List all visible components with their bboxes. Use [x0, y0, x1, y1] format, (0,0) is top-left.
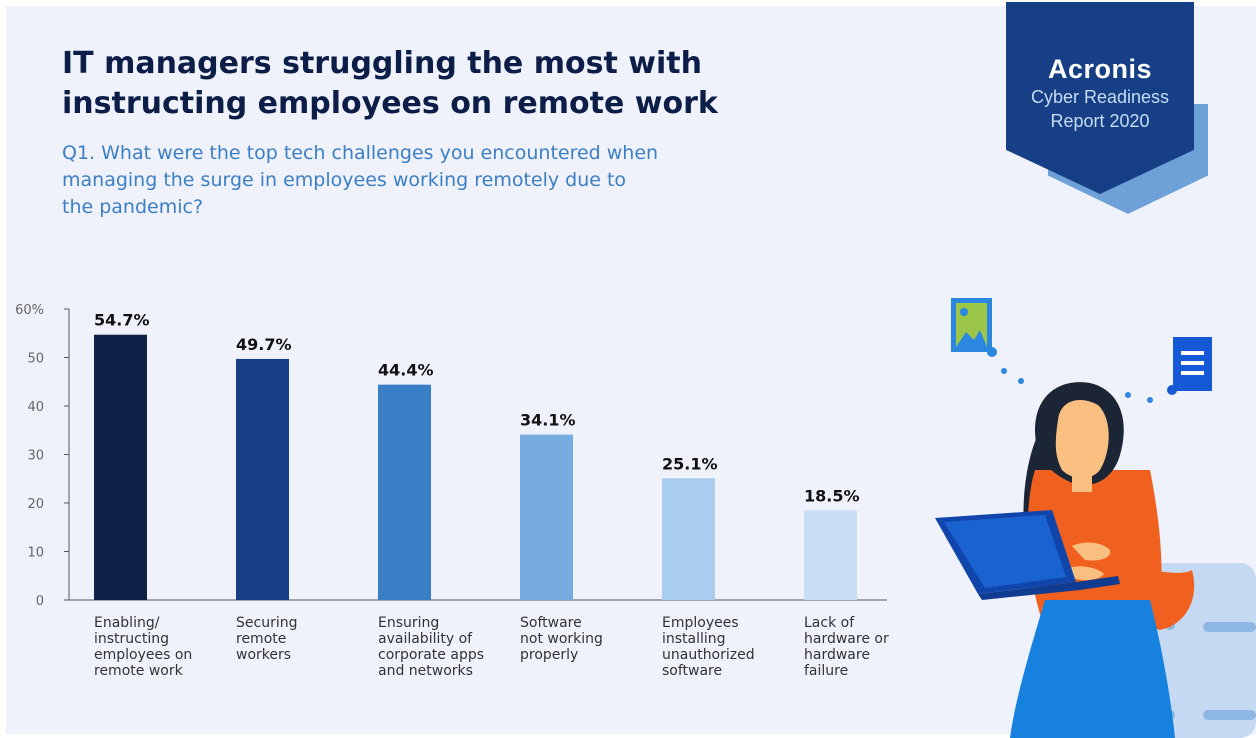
question-subtitle: Q1. What were the top tech challenges yo…	[62, 142, 659, 218]
x-tick-label-line: Employees	[662, 615, 739, 631]
bar	[804, 510, 857, 600]
x-tick-label: Enabling/instructing employees on remote w…	[94, 615, 192, 679]
x-tick-label-line: hardware or	[804, 631, 889, 647]
x-tick-label: Software not working properly	[520, 615, 603, 663]
page-title: IT managers struggling the most with ins…	[62, 46, 718, 121]
x-tick-label-line: not working	[520, 631, 603, 647]
y-tick-label: 30	[27, 449, 44, 464]
bar-value-label: 49.7%	[236, 335, 292, 354]
x-tick-label-line: remote	[236, 631, 286, 647]
x-tick-label-line: installing	[662, 631, 726, 647]
x-tick-label-line: Software	[520, 615, 582, 631]
dot-trail	[1018, 378, 1024, 384]
y-tick-label: 0	[36, 594, 44, 609]
bar-value-label: 54.7%	[94, 311, 150, 330]
y-tick-label: 20	[27, 497, 44, 512]
report-name-line1: Cyber Readiness	[1030, 87, 1170, 107]
x-tick-label-line: and networks	[378, 663, 473, 679]
x-tick-label-line: Enabling/	[94, 615, 160, 631]
bar-value-label: 44.4%	[378, 361, 434, 380]
x-tick-label-line: hardware	[804, 647, 870, 663]
x-tick-label-line: corporate apps	[378, 647, 484, 663]
x-tick-label-line: employees on	[94, 647, 192, 663]
x-tick-label-line: instructing	[94, 631, 169, 647]
x-tick-label-line: availability of	[378, 631, 473, 647]
bar	[520, 434, 573, 600]
card-line-bottom	[1203, 710, 1256, 720]
document-icon	[1167, 337, 1212, 395]
card-line-top	[1203, 622, 1256, 632]
y-tick-label: 60%	[15, 303, 44, 318]
x-tick-label-line: properly	[520, 647, 578, 663]
x-tick-label-line: unauthorized	[662, 647, 755, 663]
x-tick-label-line: Securing	[236, 615, 297, 631]
bar-value-label: 25.1%	[662, 454, 718, 473]
y-tick-label: 10	[27, 546, 44, 561]
dot-trail	[1147, 397, 1153, 403]
x-tick-label-line: Lack of	[804, 615, 855, 631]
x-tick-label: Lack of hardware or hardware failure	[804, 615, 889, 679]
x-tick-label: Employees installing unauthorized software	[662, 615, 755, 679]
x-tick-label-line: workers	[236, 647, 291, 663]
y-tick-label: 50	[27, 352, 44, 367]
image-file-icon	[951, 298, 997, 357]
y-tick-label: 40	[27, 400, 44, 415]
dot-trail	[1001, 368, 1007, 374]
dot-trail	[1125, 392, 1131, 398]
x-tick-label: Securing remote workers	[236, 615, 297, 663]
x-tick-label: Ensuring availability of corporate apps and…	[378, 615, 484, 679]
x-tick-label-line: Ensuring	[378, 615, 439, 631]
bar-value-label: 18.5%	[804, 486, 860, 505]
bar	[378, 384, 431, 600]
bar	[94, 334, 147, 600]
laptop-icon	[935, 510, 1120, 600]
brand-logo-text: Acronis	[1047, 54, 1153, 84]
x-tick-label-line: failure	[804, 663, 848, 679]
x-tick-label-line: software	[662, 663, 722, 679]
acronis-report-badge: Acronis Cyber Readiness Report 2020	[1006, 2, 1194, 194]
bar-value-label: 34.1%	[520, 411, 576, 430]
report-name-line2: Report 2020	[1050, 111, 1150, 131]
bar	[662, 478, 715, 600]
x-tick-label-line: remote work	[94, 663, 184, 679]
bar	[236, 358, 289, 600]
